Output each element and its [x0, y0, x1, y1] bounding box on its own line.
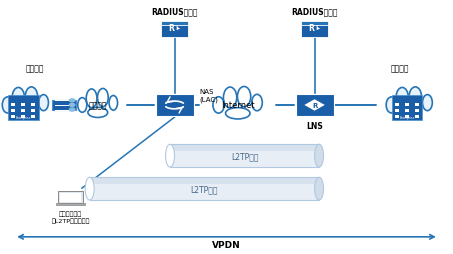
Polygon shape: [303, 99, 326, 112]
FancyBboxPatch shape: [155, 95, 193, 116]
FancyBboxPatch shape: [170, 145, 319, 167]
Polygon shape: [177, 26, 181, 31]
FancyBboxPatch shape: [405, 110, 409, 112]
Text: Enterprise: Enterprise: [15, 116, 31, 120]
FancyBboxPatch shape: [58, 191, 83, 203]
Text: L2TP隧道: L2TP隧道: [231, 152, 258, 161]
Ellipse shape: [39, 95, 48, 111]
FancyBboxPatch shape: [56, 203, 85, 205]
Circle shape: [69, 104, 75, 107]
FancyBboxPatch shape: [296, 95, 333, 116]
Ellipse shape: [409, 88, 422, 107]
Text: VPDN: VPDN: [212, 240, 241, 249]
Ellipse shape: [213, 97, 224, 114]
Text: 企业分支: 企业分支: [25, 64, 44, 73]
FancyBboxPatch shape: [415, 104, 419, 106]
FancyBboxPatch shape: [301, 22, 328, 26]
Text: R: R: [169, 24, 174, 33]
FancyBboxPatch shape: [170, 145, 319, 151]
Ellipse shape: [166, 145, 174, 167]
Ellipse shape: [12, 88, 24, 108]
Ellipse shape: [25, 88, 38, 107]
Ellipse shape: [109, 96, 117, 111]
FancyBboxPatch shape: [31, 110, 35, 112]
FancyBboxPatch shape: [395, 104, 399, 106]
Ellipse shape: [237, 87, 251, 107]
FancyBboxPatch shape: [31, 116, 35, 118]
Text: Internet: Internet: [221, 101, 255, 110]
FancyBboxPatch shape: [415, 116, 419, 118]
FancyBboxPatch shape: [395, 110, 399, 112]
FancyBboxPatch shape: [405, 116, 409, 118]
FancyBboxPatch shape: [90, 178, 319, 200]
FancyBboxPatch shape: [11, 110, 15, 112]
Text: RADIUS服务器: RADIUS服务器: [291, 7, 338, 16]
FancyBboxPatch shape: [415, 110, 419, 112]
FancyBboxPatch shape: [21, 104, 25, 106]
Text: Enterprise: Enterprise: [400, 116, 415, 120]
FancyBboxPatch shape: [52, 101, 76, 110]
FancyBboxPatch shape: [11, 104, 15, 106]
Circle shape: [69, 108, 75, 112]
FancyBboxPatch shape: [161, 22, 188, 38]
Ellipse shape: [315, 145, 323, 167]
Ellipse shape: [88, 108, 108, 118]
Text: R: R: [308, 24, 314, 33]
FancyBboxPatch shape: [31, 104, 35, 106]
Ellipse shape: [396, 88, 409, 108]
Ellipse shape: [315, 178, 323, 200]
FancyBboxPatch shape: [161, 22, 188, 26]
Circle shape: [69, 100, 75, 103]
FancyBboxPatch shape: [395, 116, 399, 118]
Text: 拨号网络: 拨号网络: [88, 101, 107, 110]
Ellipse shape: [97, 89, 108, 107]
Ellipse shape: [386, 98, 397, 114]
Text: 移动办公人员
（L2TP拨号软件）: 移动办公人员 （L2TP拨号软件）: [52, 210, 90, 223]
Ellipse shape: [2, 98, 13, 114]
FancyBboxPatch shape: [21, 110, 25, 112]
Ellipse shape: [252, 95, 262, 111]
Ellipse shape: [226, 108, 250, 119]
FancyBboxPatch shape: [11, 116, 15, 118]
FancyBboxPatch shape: [21, 116, 25, 118]
Ellipse shape: [78, 98, 87, 113]
Ellipse shape: [85, 178, 94, 200]
Text: L2TP隧道: L2TP隧道: [191, 184, 218, 193]
Text: NAS
(LAC): NAS (LAC): [199, 88, 218, 102]
Text: LNS: LNS: [306, 122, 323, 131]
Text: 企业总部: 企业总部: [391, 64, 410, 73]
FancyBboxPatch shape: [301, 22, 328, 38]
Ellipse shape: [14, 108, 37, 119]
FancyBboxPatch shape: [405, 104, 409, 106]
FancyBboxPatch shape: [90, 178, 319, 184]
FancyBboxPatch shape: [392, 96, 423, 121]
Text: RADIUS服务器: RADIUS服务器: [151, 7, 198, 16]
Ellipse shape: [86, 90, 97, 108]
Ellipse shape: [223, 88, 237, 108]
Text: R: R: [312, 103, 317, 108]
Ellipse shape: [423, 95, 432, 111]
Ellipse shape: [398, 108, 421, 119]
FancyBboxPatch shape: [60, 193, 82, 202]
Polygon shape: [317, 26, 321, 31]
FancyBboxPatch shape: [8, 96, 39, 121]
